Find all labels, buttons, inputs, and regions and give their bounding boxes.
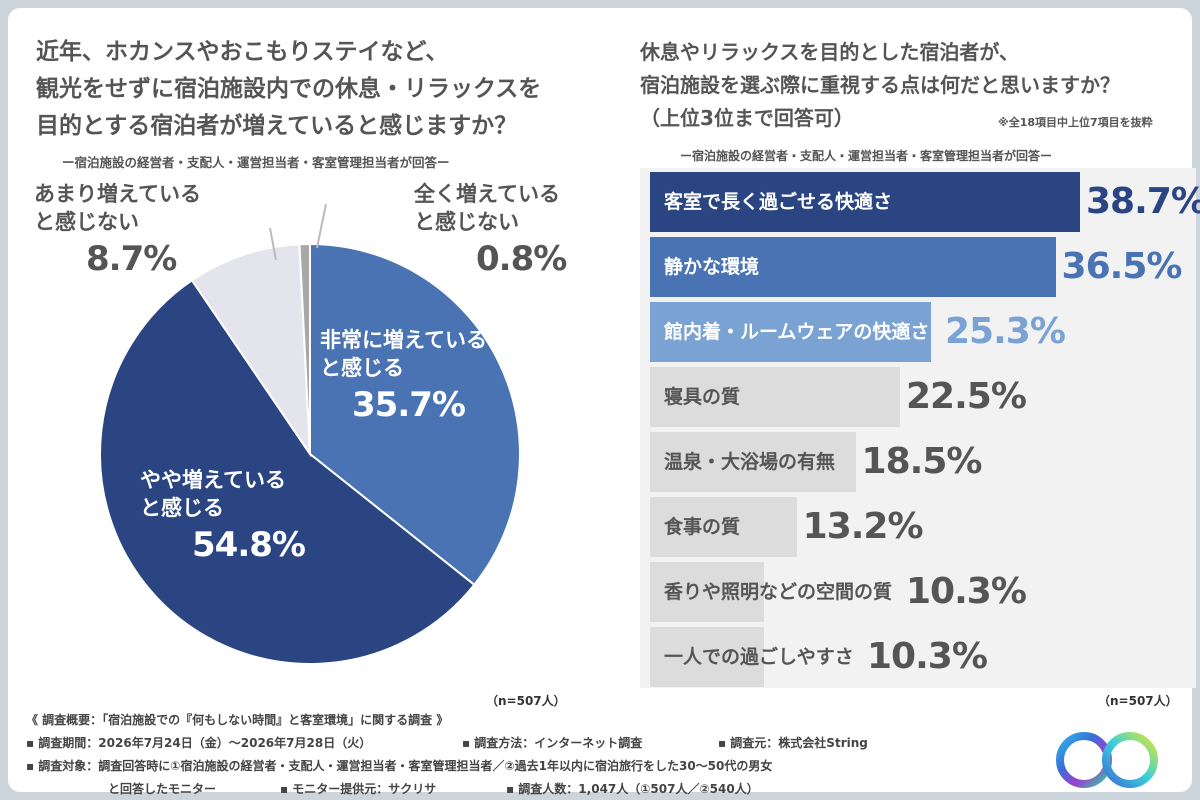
footer-target-cont: と回答したモニター: [108, 782, 217, 796]
footer-survey-title: 《 調査概要：「宿泊施設での『何もしない時間』と客室環境」に関する調査 》: [26, 713, 449, 727]
pie-label-not-much: あまり増えている と感じない 8.7%: [34, 180, 201, 283]
right-title-line: 宿泊施設を選ぶ際に重視する点は何だと思いますか？: [640, 73, 1120, 97]
company-logo-icon: [1056, 732, 1158, 788]
left-title-line: 目的とする宿泊者が増えていると感じますか？: [36, 113, 518, 139]
pie-label-pct: 54.8%: [192, 524, 306, 565]
left-subtitle: ー宿泊施設の経営者・支配人・運営担当者・客室管理担当者が回答ー: [62, 155, 450, 170]
bar-value-label: 10.3%: [867, 636, 988, 677]
bar: [650, 237, 1056, 297]
bar: [650, 562, 765, 622]
pie-label-pct: 0.8%: [476, 238, 567, 279]
bar-value-label: 18.5%: [861, 441, 983, 482]
left-question-title: 近年、ホカンスやおこもりステイなど、 観光をせずに宿泊施設内での休息・リラックス…: [36, 34, 606, 145]
bar: [650, 367, 900, 427]
pie-slice-slight-increase: [99, 278, 476, 665]
pie-label-text: と感じない: [34, 210, 139, 235]
pie-leader-not-at-all: [316, 203, 327, 249]
pie-label-text: と感じる: [320, 356, 404, 381]
bar-value-label: 10.3%: [906, 571, 1027, 612]
bar-category-label: 寝具の質: [664, 386, 741, 408]
pie-label-pct: 8.7%: [86, 238, 177, 279]
bar-value-label: 13.2%: [802, 506, 924, 547]
footer-target: ▪ 調査対象：調査回答時に①宿泊施設の経営者・支配人・運営担当者・客室管理担当者…: [26, 759, 773, 773]
bar-category-label: 客室で長く過ごせる快適さ: [664, 191, 893, 213]
pie-label-text: 非常に増えている: [320, 328, 487, 352]
bar: [650, 432, 856, 492]
left-title-line: 近年、ホカンスやおこもりステイなど、: [36, 39, 449, 65]
pie-slice-not-much: [190, 243, 312, 458]
pie-label-very-increase: 非常に増えている と感じる 35.7%: [320, 326, 487, 429]
pie-label-text: 全く増えている: [414, 182, 560, 206]
bar: [650, 302, 932, 362]
pie-label-pct: 35.7%: [352, 384, 466, 425]
right-subtitle: ー宿泊施設の経営者・支配人・運営担当者・客室管理担当者が回答ー: [680, 149, 1053, 163]
pie-label-text: と感じない: [414, 210, 519, 235]
pie-label-text: と感じる: [140, 496, 224, 521]
pie-leader-not-much: [269, 227, 277, 261]
right-note: ※全18項目中上位7項目を抜粋: [998, 116, 1153, 129]
left-title-line: 観光をせずに宿泊施設内での休息・リラックスを: [36, 76, 542, 102]
pie-slice-not-at-all: [298, 242, 311, 455]
footer-source: ▪ 調査元：株式会社String: [718, 736, 868, 750]
bar-category-label: 館内着・ルームウェアの快適さ: [664, 321, 930, 343]
bar-chart: 客室で長く過ごせる快適さ 38.7% 静かな環境 36.5% 館内着・ルームウェアの快適…: [640, 168, 1200, 688]
right-title-line: 休息やリラックスを目的とした宿泊者が、: [640, 40, 1019, 64]
footer-provider: ▪ モニター提供元：サクリサ: [280, 782, 437, 796]
bar-value-label: 22.5%: [906, 376, 1027, 417]
right-sample-size: （n=507人）: [1098, 694, 1178, 708]
bar: [650, 497, 797, 557]
right-title-line: （上位3位まで回答可）: [640, 106, 854, 130]
pie-label-text: あまり増えている: [34, 182, 201, 206]
pie-chart: [99, 203, 521, 665]
bar-value-label: 25.3%: [945, 311, 1066, 352]
pie-label-text: やや増えている: [140, 468, 286, 492]
right-question-title: 休息やリラックスを目的とした宿泊者が、 宿泊施設を選ぶ際に重視する点は何だと思い…: [640, 36, 1200, 135]
footer-row-1: ▪ 調査期間：2026年7月24日（金）〜2026年7月28日（火） ▪ 調査方法…: [26, 734, 868, 751]
bar-category-label: 静かな環境: [664, 256, 760, 278]
bar-value-label: 38.7%: [1086, 181, 1200, 222]
footer-method: ▪ 調査方法：インターネット調査: [462, 736, 643, 750]
bar-category-label: 食事の質: [664, 516, 741, 538]
bar-category-label: 一人での過ごしやすさ: [664, 646, 854, 668]
footer-count: ▪ 調査人数：1,047人（①507人／②540人）: [506, 782, 759, 796]
pie-label-not-at-all: 全く増えている と感じない 0.8%: [414, 180, 567, 283]
footer-row-3: と回答したモニター ▪ モニター提供元：サクリサ ▪ 調査人数：1,047人（①50…: [108, 780, 759, 797]
infographic-card: 近年、ホカンスやおこもりステイなど、 観光をせずに宿泊施設内での休息・リラックス…: [8, 8, 1200, 796]
bar-category-label: 温泉・大浴場の有無: [664, 451, 836, 473]
left-sample-size: （n=507人）: [486, 694, 566, 708]
pie-slice-very-increase: [309, 242, 521, 587]
pie-label-slight-increase: やや増えている と感じる 54.8%: [140, 466, 306, 569]
bar-value-label: 36.5%: [1061, 246, 1183, 287]
bar: [650, 627, 765, 687]
bar-category-label: 香りや照明などの空間の質: [664, 581, 893, 603]
footer-period: ▪ 調査期間：2026年7月24日（金）〜2026年7月28日（火）: [26, 736, 372, 750]
bar: [650, 172, 1080, 232]
